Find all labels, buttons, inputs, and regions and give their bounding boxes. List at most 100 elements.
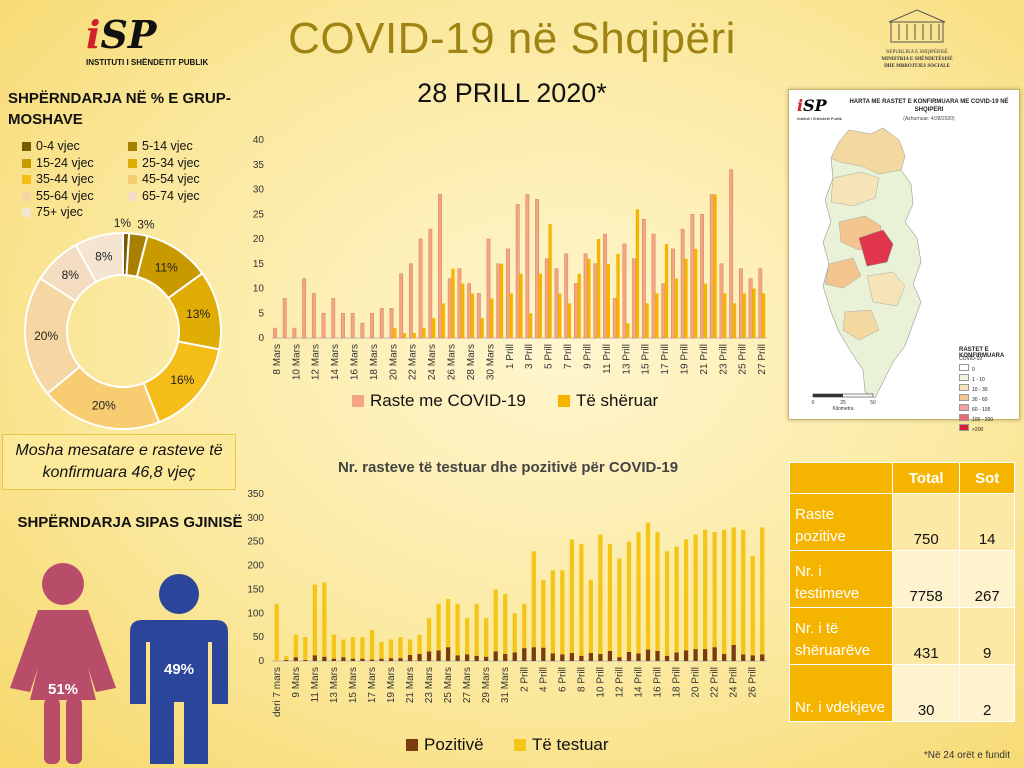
recovered-bar <box>752 288 756 338</box>
x-tick-label: 29 Mars <box>481 667 492 703</box>
age-legend-item: 75+ vjec <box>22 205 83 219</box>
tested-bar <box>284 656 289 661</box>
map-legend-label: >200 <box>972 427 984 433</box>
cases-bar <box>311 293 316 339</box>
footnote: *Në 24 orët e fundit <box>923 750 1010 761</box>
donut-slice-label: 1% <box>114 216 132 230</box>
map-scale-label: 50 <box>870 400 876 406</box>
x-tick-label: 12 Prill <box>614 667 625 698</box>
x-tick-label: 18 Mars <box>369 344 380 380</box>
tested-bar <box>331 634 337 659</box>
table-cell-today: 2 <box>959 664 1015 722</box>
x-tick-label: 13 Prill <box>621 344 632 375</box>
x-tick-label: 25 Mars <box>443 667 454 703</box>
female-dress-icon <box>10 610 116 700</box>
positive-bar <box>331 658 337 661</box>
age-legend-label: 25-34 vjec <box>142 155 200 170</box>
table-cell-today: 9 <box>959 607 1015 665</box>
y-tick-label: 350 <box>247 489 264 500</box>
age-legend-swatch <box>128 191 137 201</box>
y-tick-label: 0 <box>258 333 264 344</box>
age-legend-item: 65-74 vjec <box>128 189 200 203</box>
positive-bar <box>683 650 689 661</box>
y-tick-label: 250 <box>247 537 264 548</box>
x-tick-label: 7 Prill <box>563 344 574 369</box>
cases-bar <box>438 194 442 339</box>
cases-bar <box>554 268 559 339</box>
x-tick-label: 2 Prill <box>519 667 530 692</box>
age-legend-item: 55-64 vjec <box>22 189 94 203</box>
x-tick-label: 28 Mars <box>466 344 477 380</box>
recovered-bar <box>606 263 610 338</box>
age-legend-label: 55-64 vjec <box>36 188 94 203</box>
tested-bar <box>674 546 679 653</box>
ministry-line: MINISTRIA E SHËNDETËSISË <box>881 57 953 62</box>
cases-bar <box>350 313 355 339</box>
age-legend-label: 15-24 vjec <box>36 155 94 170</box>
page-title: COVID-19 në Shqipëri <box>288 14 736 63</box>
recovered-bar <box>567 303 572 338</box>
x-tick-label: 13 Mars <box>329 667 340 703</box>
cases-bar <box>583 253 588 339</box>
cases-bar <box>651 233 656 339</box>
recovered-bar <box>529 313 533 338</box>
tested-bar <box>436 603 441 651</box>
positive-bar <box>617 657 622 661</box>
map-region-highest <box>858 229 894 267</box>
map-title: HARTA ME RASTET E KONFIRMUARA ME COVID-1… <box>849 99 1009 113</box>
table-row-label: Nr. i vdekjeve <box>789 664 893 722</box>
y-tick-label: 200 <box>247 561 264 572</box>
y-tick-label: 10 <box>253 284 265 295</box>
cases-bar <box>709 194 714 339</box>
x-tick-label: 16 Prill <box>653 667 664 698</box>
table-cell-total: 750 <box>891 493 961 551</box>
cases-bar <box>457 268 462 339</box>
positive-bar <box>379 658 384 661</box>
x-tick-label: 27 Prill <box>757 344 768 375</box>
tested-bar <box>417 634 422 654</box>
donut-slice-label: 8% <box>95 249 113 263</box>
positive-bar <box>445 647 451 661</box>
tested-bar <box>598 534 603 654</box>
positive-bar <box>322 656 327 661</box>
tested-bar <box>741 529 746 655</box>
map-legend-swatch <box>959 364 969 371</box>
map-legend-title: RASTET E KONFIRMUARA <box>959 347 1005 359</box>
cases-bar <box>603 233 607 339</box>
map-legend-item: 60 - 100 <box>959 404 993 414</box>
table-header: Sot <box>959 462 1015 494</box>
legend-swatch-recovered <box>558 395 570 407</box>
isp-logo-mark: iSP <box>86 12 157 57</box>
positive-bar <box>760 654 765 661</box>
y-tick-label: 30 <box>253 185 265 196</box>
table-row: Raste pozitive 750 14 <box>789 493 1015 551</box>
map-subtitle: (Azhurnuar: 4/28/2020) <box>903 116 955 122</box>
table-header: Total <box>891 462 961 494</box>
positive-bar <box>664 655 670 661</box>
cases-bar <box>302 278 307 339</box>
isp-logo: iSP INSTITUTI I SHËNDETIT PUBLIK <box>86 12 208 72</box>
cases-bar <box>729 169 734 339</box>
tested-bar <box>531 551 536 648</box>
cases-bar <box>573 283 578 339</box>
y-tick-label: 35 <box>253 160 265 171</box>
cases-bar <box>273 327 277 339</box>
tested-bar <box>350 637 356 659</box>
age-legend-item: 25-34 vjec <box>128 156 200 170</box>
positive-bar <box>550 653 555 661</box>
y-tick-label: 50 <box>253 632 265 643</box>
positive-bar <box>398 658 403 661</box>
y-tick-label: 5 <box>258 308 264 319</box>
recovered-bar <box>451 268 455 338</box>
age-legend-label: 0-4 vjec <box>36 139 80 153</box>
cases-bar <box>496 263 501 339</box>
recovered-bar <box>548 224 552 338</box>
donut-slice-label: 8% <box>62 268 80 282</box>
x-tick-label: 18 Prill <box>672 667 683 698</box>
age-legend-item: 45-54 vjec <box>128 172 200 186</box>
tested-bar <box>474 603 479 656</box>
x-tick-label: 19 Prill <box>680 344 691 375</box>
tested-bar <box>493 589 498 652</box>
tested-bar <box>712 532 717 648</box>
age-legend-label: 75+ vjec <box>36 205 83 219</box>
